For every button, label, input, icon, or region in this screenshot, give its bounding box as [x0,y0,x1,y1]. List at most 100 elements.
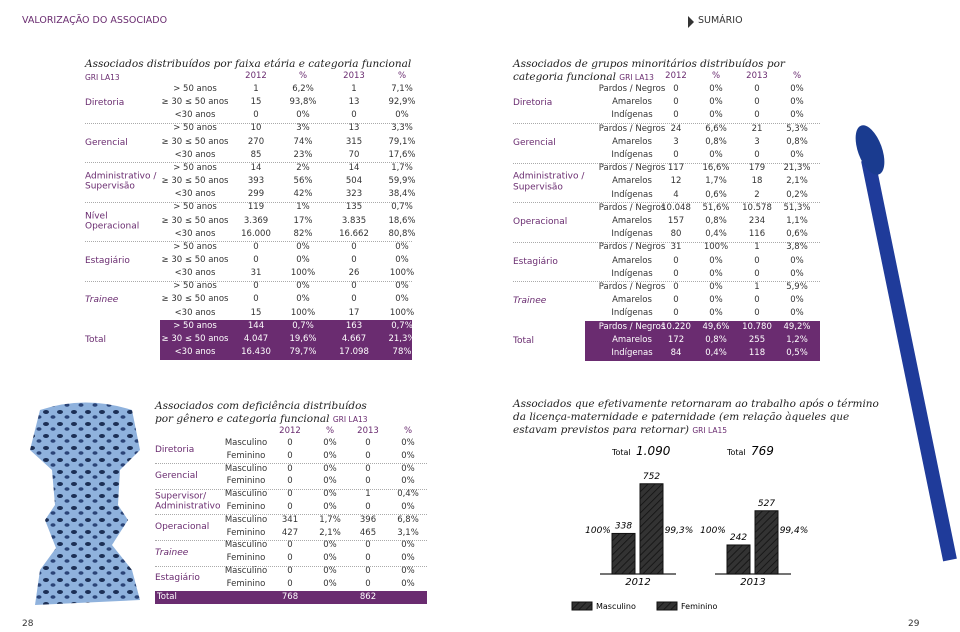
total-value: 163 [345,320,363,331]
cell-value: 0% [323,553,337,564]
cell-value: 0 [287,450,293,461]
menu-link[interactable]: SUMÁRIO [698,15,743,26]
group-label: Trainee [85,295,119,306]
group-label: Estagiário [85,255,130,266]
row-separator [513,162,820,164]
row-label: <30 anos [174,189,216,200]
rate-label: 100% [700,526,726,536]
row-label: Masculino [224,438,268,449]
total-value: 49,2% [783,321,811,332]
page-number: 28 [22,619,34,629]
row-label: Indígenas [611,150,653,161]
cell-value: 18,6% [388,215,416,226]
total-row-label: <30 anos [174,347,216,358]
cell-value: 0% [709,308,723,319]
legend-label: Feminino [681,602,717,611]
row-label: Pardos / Negros [598,163,666,174]
cell-value: 0 [754,308,760,319]
table-title: Associados distribuídos por faixa etária… [85,58,415,84]
cell-value: 21,3% [783,163,811,174]
total-value: 49,6% [702,321,730,332]
cell-value: 1 [365,489,371,500]
cell-value: 0% [296,294,310,305]
cell-value: 0 [351,281,357,292]
total-value: 10.780 [742,321,772,332]
cell-value: 0% [296,281,310,292]
total-value: 4.047 [243,333,269,344]
row-label: > 50 anos [173,241,217,252]
cell-value: 42% [293,189,313,200]
row-label: Masculino [224,566,268,577]
total-band [160,320,412,360]
cell-value: 0% [401,476,415,487]
total-value: 10.220 [661,321,691,332]
column-header: % [792,71,802,82]
total-value: 118 [748,348,766,359]
cell-value: 0% [323,476,337,487]
row-label: Amarelos [612,176,652,187]
row-label: ≥ 30 ≤ 50 anos [161,97,229,108]
total-row-label: Pardos / Negros [598,321,666,332]
cell-value: 0% [790,295,804,306]
total-value: 0,7% [292,320,314,331]
total-label: Total [611,448,631,457]
row-label: > 50 anos [173,84,217,95]
total-row-label: Indígenas [611,348,653,359]
row-label: Amarelos [612,295,652,306]
group-label: Diretoria [85,97,125,108]
cell-value: 0% [395,110,409,121]
column-header: % [403,426,413,437]
cell-value: 0% [401,540,415,551]
cell-value: 0 [351,294,357,305]
group-label: Estagiário [513,256,558,267]
cell-value: 1 [754,242,760,253]
cell-value: 0% [790,255,804,266]
cell-value: 3 [673,136,679,147]
cell-value: 0,4% [397,489,419,500]
cell-value: 0 [365,502,371,513]
row-separator [85,241,412,243]
cell-value: 0,6% [786,229,808,240]
cell-value: 270 [247,136,265,147]
cell-value: 100% [290,307,316,318]
cell-value: 38,4% [388,189,416,200]
cell-value: 0 [365,553,371,564]
cell-value: 0% [323,489,337,500]
cell-value: 100% [389,268,415,279]
cell-value: 1% [296,202,310,213]
cell-value: 7,1% [391,84,413,95]
total-value: 144 [247,320,265,331]
cell-value: 4 [673,189,679,200]
total-value: 84 [670,348,682,359]
cell-value: 135 [345,202,363,213]
row-label: <30 anos [174,228,216,239]
row-label: Masculino [224,514,268,525]
total-value: 255 [748,334,766,345]
total-label: Total [726,448,746,457]
bar [726,544,751,575]
row-label: ≥ 30 ≤ 50 anos [161,176,229,187]
cell-value: 0% [709,110,723,121]
cell-value: 0,7% [391,202,413,213]
rate-label: 100% [585,526,611,536]
row-label: Pardos / Negros [598,84,666,95]
cell-value: 3.369 [243,215,269,226]
cell-value: 26 [348,268,360,279]
row-label: Pardos / Negros [598,242,666,253]
total-value: 19,6% [289,333,317,344]
group-label: Gerencial [155,470,198,481]
cell-value: 23% [293,149,313,160]
cell-value: 0 [754,84,760,95]
cell-value: 465 [359,527,377,538]
cell-value: 0 [351,255,357,266]
row-label: Indígenas [611,308,653,319]
column-header: % [711,71,721,82]
cell-value: 70 [348,149,360,160]
cell-value: 234 [748,216,766,227]
cell-value: 5,9% [786,282,808,293]
cell-value: 0% [323,566,337,577]
group-label: Nível Operacional [85,211,140,232]
cell-value: 0% [323,502,337,513]
cell-value: 31 [670,242,682,253]
